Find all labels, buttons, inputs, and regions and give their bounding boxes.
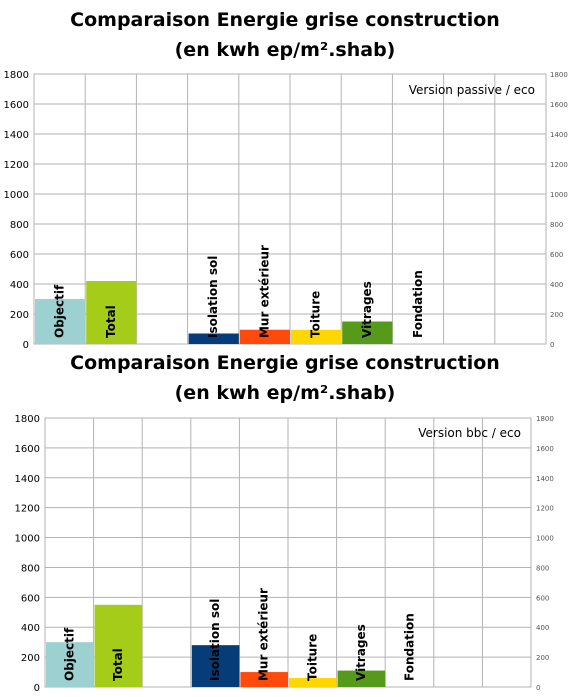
y-tick-label-left: 1400: [15, 474, 40, 485]
category-label: Vitrages: [360, 281, 374, 338]
y-tick-label-left: 800: [10, 220, 29, 231]
y-tick-label-left: 600: [10, 250, 29, 261]
chart-title: Comparaison Energie grise construction (…: [0, 348, 570, 408]
category-label: Toiture: [309, 291, 323, 338]
bar-chart-passive: 0 0 200 200 400 400 600 600 800 800 1000 1000 1200 12…: [4, 70, 568, 351]
bar: [291, 329, 342, 344]
y-tick-label-left: 1200: [4, 160, 29, 171]
y-tick-label-right: 600: [536, 594, 549, 602]
y-tick-label-right: 1000: [536, 535, 554, 543]
y-tick-label-right: 400: [536, 624, 549, 632]
y-tick-label-right: 1400: [550, 131, 568, 139]
bar-chart-bbc: 0 0 200 200 400 400 600 600 800 800 1000 1000 1200 12…: [15, 414, 554, 694]
category-label: Objectif: [53, 284, 67, 338]
category-label: Vitrages: [354, 624, 368, 681]
chart-subtitle: (en kwh ep/m².shab): [174, 382, 396, 404]
y-tick-label-left: 400: [10, 280, 29, 291]
bar: [86, 281, 137, 344]
chart-title-line1: Comparaison Energie grise construction: [70, 9, 500, 31]
y-tick-label-left: 1800: [15, 414, 40, 425]
bar: [188, 333, 239, 344]
y-tick-label-right: 1600: [536, 445, 554, 453]
y-tick-label-right: 0: [536, 684, 540, 692]
y-tick-label-right: 800: [536, 564, 549, 572]
y-tick-label-right: 200: [536, 654, 549, 662]
y-tick-label-right: 200: [550, 311, 563, 319]
y-tick-label-left: 200: [10, 310, 29, 321]
chart-panel-bbc: Comparaison Energie grise construction (…: [0, 348, 570, 697]
bar: [94, 604, 143, 687]
y-tick-label-right: 0: [550, 341, 554, 349]
y-tick-label-right: 800: [550, 221, 563, 229]
chart-title-line1: Comparaison Energie grise construction: [70, 352, 500, 374]
y-tick-label-right: 1200: [550, 161, 568, 169]
y-tick-label-left: 800: [21, 563, 40, 574]
category-label: Isolation sol: [208, 599, 222, 681]
y-tick-label-left: 1000: [15, 534, 40, 545]
category-label: Total: [111, 648, 125, 681]
y-tick-label-left: 1000: [4, 190, 29, 201]
chart-annotation: Version passive / eco: [409, 83, 535, 97]
bar: [46, 642, 94, 687]
bar: [191, 645, 240, 687]
y-tick-label-left: 1600: [15, 444, 40, 455]
y-tick-label-left: 200: [21, 653, 40, 664]
bar: [337, 670, 386, 687]
bar: [239, 329, 290, 344]
category-label: Isolation sol: [206, 256, 220, 338]
y-tick-label-right: 1200: [536, 505, 554, 513]
y-tick-label-left: 400: [21, 623, 40, 634]
category-label: Objectif: [62, 627, 76, 681]
category-label: Total: [104, 305, 118, 338]
bar: [35, 299, 86, 344]
y-tick-label-left: 1800: [4, 70, 29, 81]
bar: [240, 672, 288, 687]
y-tick-label-right: 1400: [536, 475, 554, 483]
y-tick-label-left: 0: [23, 340, 29, 351]
chart-panel-passive: Comparaison Energie grise construction (…: [0, 5, 570, 351]
bar: [342, 321, 393, 344]
y-tick-label-right: 1000: [550, 191, 568, 199]
y-tick-label-left: 1400: [4, 130, 29, 141]
y-tick-label-right: 600: [550, 251, 563, 259]
chart-subtitle: (en kwh ep/m².shab): [174, 39, 396, 61]
y-tick-label-right: 1600: [550, 101, 568, 109]
y-tick-label-left: 0: [34, 683, 40, 694]
category-label: Fondation: [411, 270, 425, 338]
category-label: Fondation: [403, 613, 417, 681]
category-label: Toiture: [305, 634, 319, 681]
category-label: Mur extérieur: [257, 245, 271, 338]
chart-annotation: Version bbc / eco: [418, 426, 521, 440]
bar: [289, 678, 337, 687]
y-tick-label-left: 1200: [15, 504, 40, 515]
y-tick-label-right: 400: [550, 281, 563, 289]
y-tick-label-right: 1800: [536, 415, 554, 423]
category-label: Mur extérieur: [257, 588, 271, 681]
y-tick-label-right: 1800: [550, 71, 568, 79]
chart-title: Comparaison Energie grise construction (…: [0, 5, 570, 65]
y-tick-label-left: 1600: [4, 100, 29, 111]
y-tick-label-left: 600: [21, 593, 40, 604]
